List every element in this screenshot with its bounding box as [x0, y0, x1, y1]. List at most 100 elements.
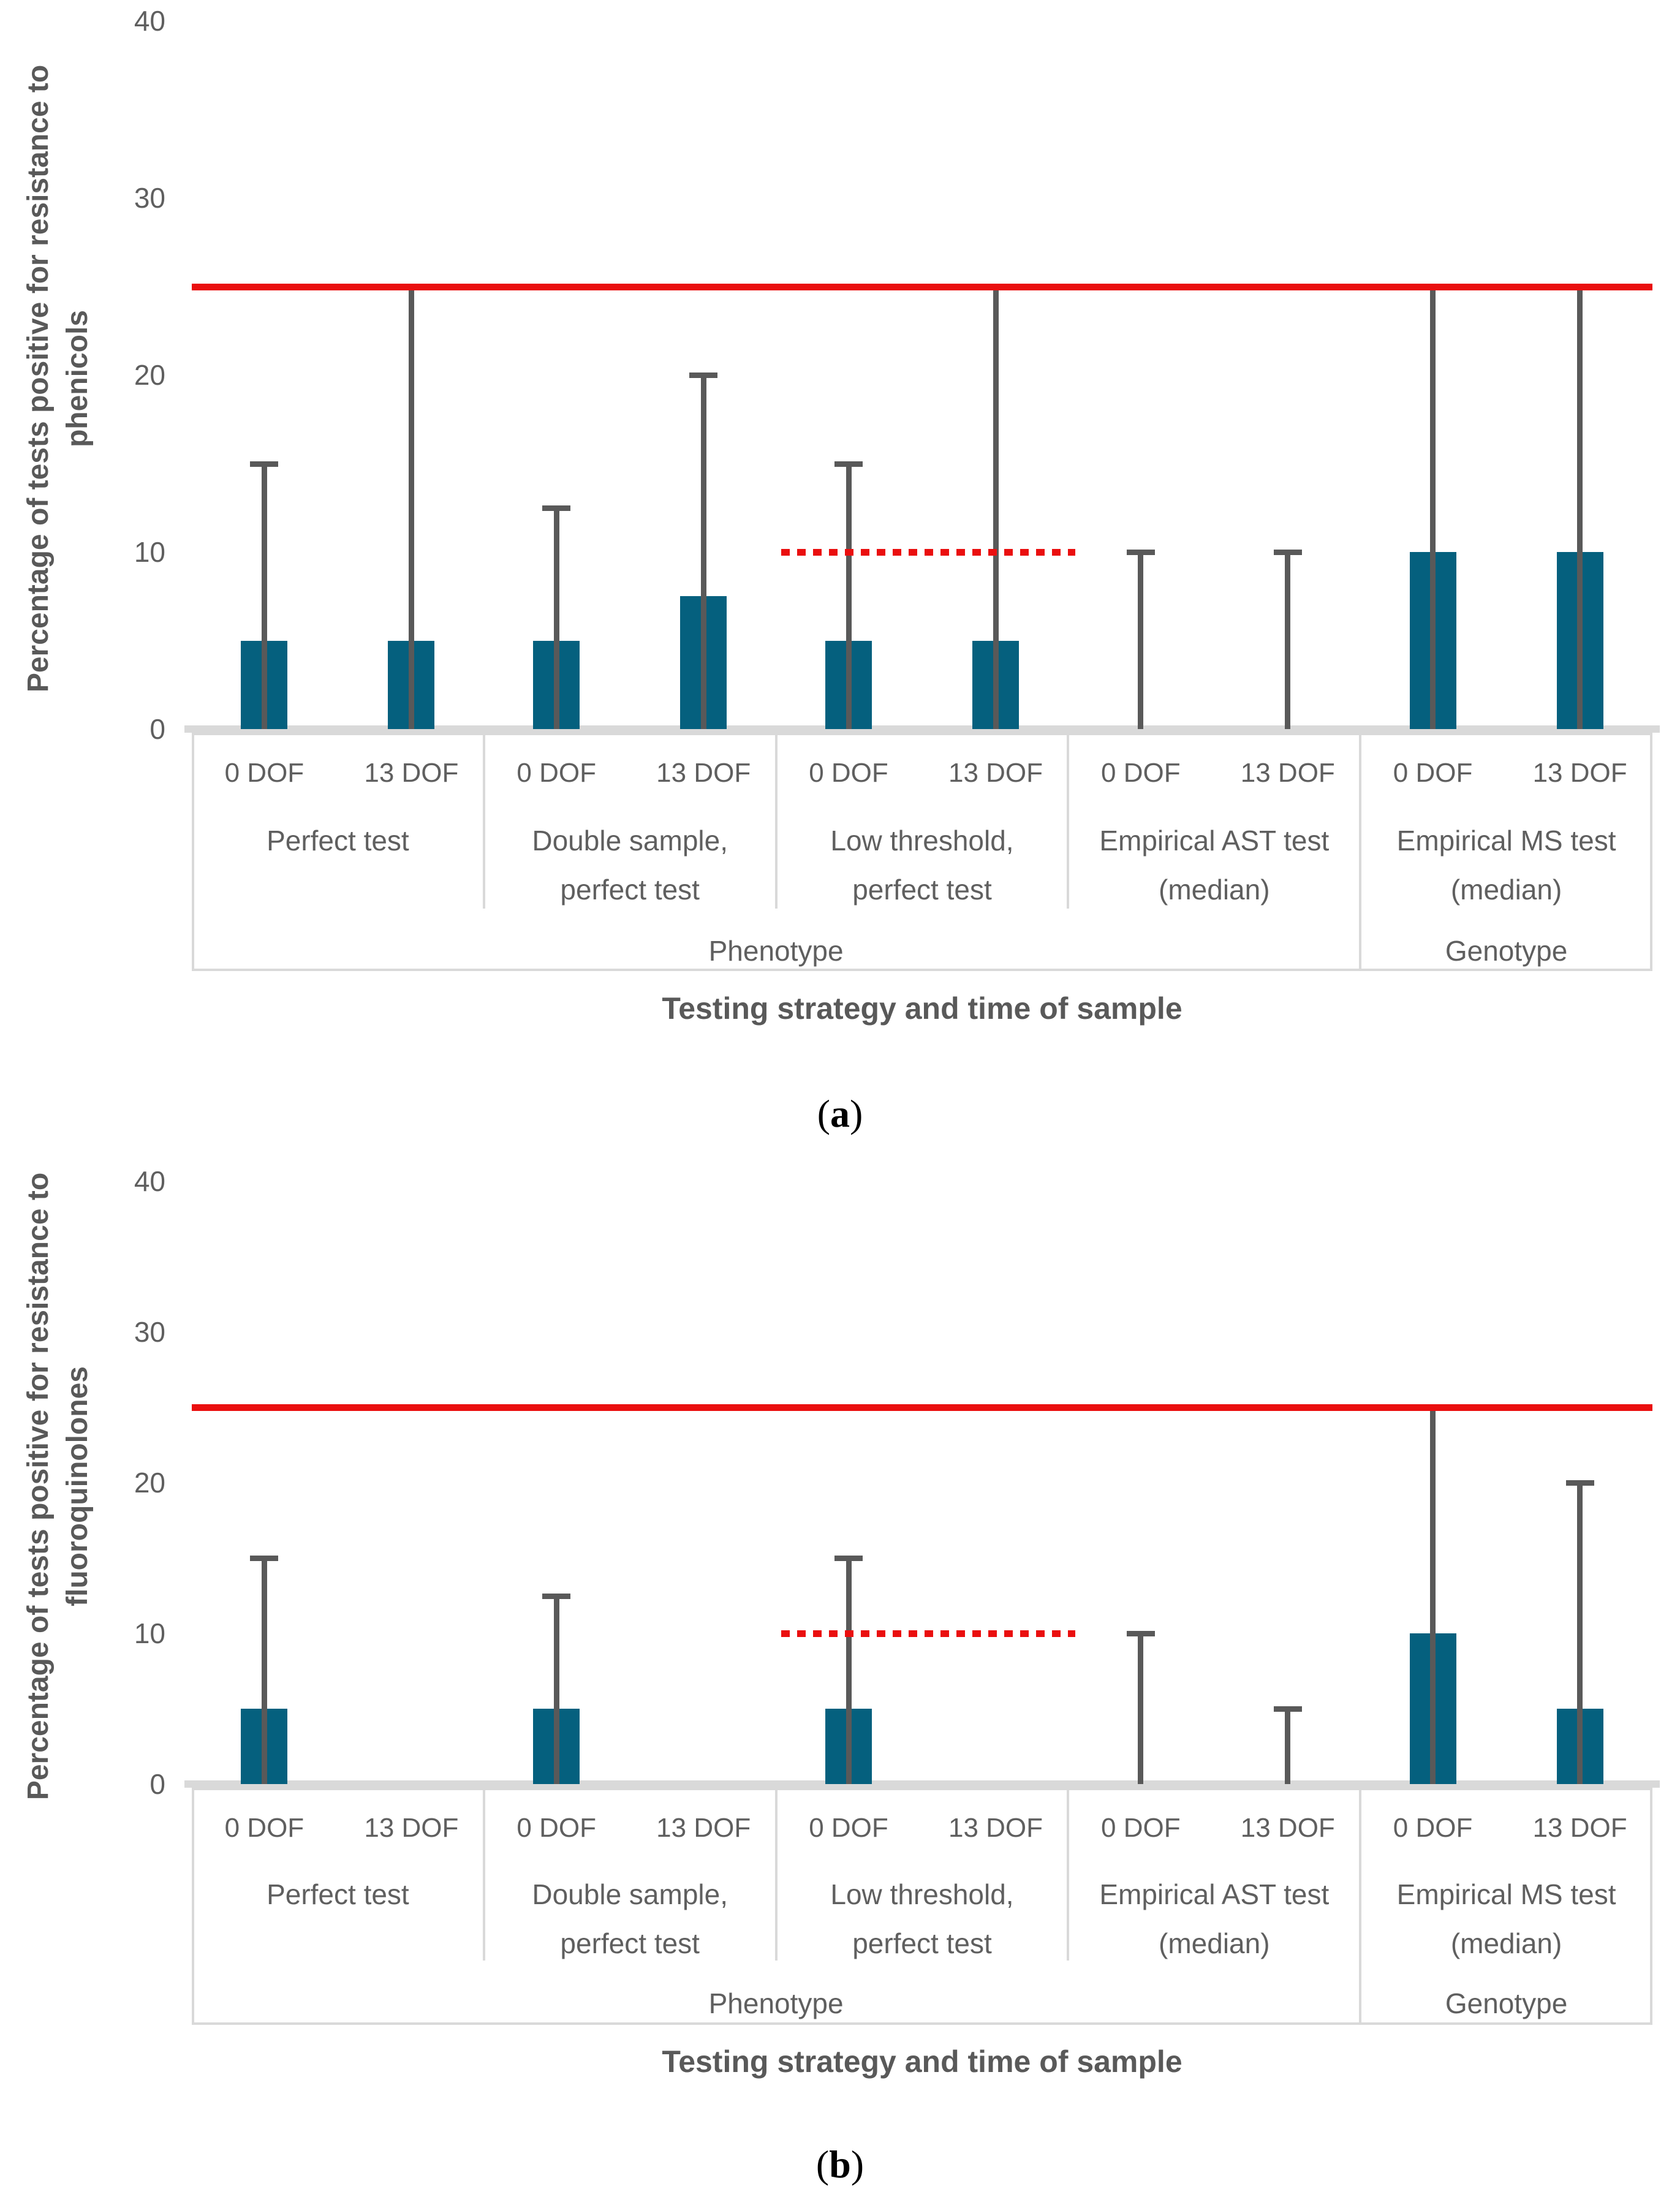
threshold-dotted-line [781, 549, 1076, 556]
error-bar-cap [1126, 550, 1155, 555]
reference-line [192, 1404, 1652, 1411]
category-group-label: Empirical MS test [1396, 1878, 1616, 1910]
category-section-label: Genotype [1445, 1987, 1568, 2019]
category-group-label: Empirical AST test [1099, 825, 1330, 856]
category-group-label: perfect test [560, 1927, 700, 1959]
panel-caption-a: (a) [0, 1091, 1680, 1137]
error-bar [846, 1558, 852, 1784]
category-group-label: Empirical MS test [1396, 825, 1616, 856]
y-tick-label: 40 [134, 1165, 165, 1197]
category-group-label: Perfect test [267, 825, 409, 856]
category-group-label: perfect test [560, 874, 700, 906]
category-axis-divider [1359, 1788, 1362, 2025]
error-bar-cap [250, 1556, 279, 1561]
category-axis-box [192, 733, 1652, 971]
category-axis-divider [1359, 733, 1362, 971]
error-bar [1577, 1483, 1583, 1784]
category-tick-label: 0 DOF [809, 1813, 888, 1843]
category-tick-label: 13 DOF [364, 1813, 459, 1843]
y-tick-label: 30 [134, 182, 165, 214]
caption-open: ( [817, 1092, 830, 1135]
y-tick-label: 20 [134, 1467, 165, 1499]
category-tick-label: 0 DOF [809, 758, 888, 788]
y-tick-label: 0 [149, 1768, 165, 1800]
category-tick-label: 13 DOF [1240, 1813, 1335, 1843]
y-tick-label: 40 [134, 5, 165, 37]
caption-letter: b [829, 2142, 851, 2186]
category-tick-label: 0 DOF [1101, 758, 1181, 788]
error-bar-cap [1273, 550, 1302, 555]
category-group-label: (median) [1159, 1927, 1270, 1959]
caption-close: ) [850, 1092, 863, 1135]
reference-line [192, 283, 1652, 290]
category-group-label: Double sample, [532, 825, 728, 856]
y-tick-label: 30 [134, 1316, 165, 1348]
caption-close: ) [850, 2142, 865, 2186]
category-tick-label: 0 DOF [224, 758, 305, 788]
error-bar [846, 463, 852, 729]
error-bar-cap [689, 372, 718, 378]
error-bar [1430, 286, 1436, 729]
category-axis-box [192, 1788, 1652, 2025]
y-tick-label: 10 [134, 536, 165, 568]
caption-open: ( [815, 2142, 830, 2186]
category-tick-label: 13 DOF [1532, 758, 1627, 788]
category-section-label: Phenotype [708, 935, 844, 967]
error-bar-cap [1126, 1631, 1155, 1636]
error-bar [553, 507, 559, 729]
category-tick-label: 0 DOF [224, 1813, 305, 1843]
y-tick-label: 10 [134, 1617, 165, 1649]
error-bar-cap [542, 505, 571, 511]
error-bar [1138, 552, 1144, 729]
category-axis-divider [482, 733, 485, 909]
panel-caption-b: (b) [0, 2141, 1680, 2188]
category-group-label: perfect test [852, 1927, 992, 1959]
caption-letter: a [830, 1092, 850, 1135]
category-group-label: Low threshold, [830, 825, 1014, 856]
error-bar [700, 375, 706, 729]
category-axis-divider [1067, 733, 1070, 909]
category-group-label: (median) [1159, 874, 1270, 906]
category-tick-label: 0 DOF [1393, 758, 1473, 788]
error-bar-cap [834, 461, 863, 467]
category-axis-divider [482, 1788, 485, 1961]
y-tick-label: 20 [134, 359, 165, 391]
category-axis-divider [774, 733, 778, 909]
error-bar-cap [834, 1556, 863, 1561]
category-tick-label: 0 DOF [516, 1813, 596, 1843]
error-bar [553, 1595, 559, 1784]
error-bar [261, 463, 267, 729]
category-tick-label: 0 DOF [1101, 1813, 1181, 1843]
category-tick-label: 0 DOF [1393, 1813, 1473, 1843]
category-group-label: Empirical AST test [1099, 1878, 1330, 1910]
category-group-label: Perfect test [267, 1878, 409, 1910]
error-bar [1577, 286, 1583, 729]
category-tick-label: 13 DOF [948, 1813, 1043, 1843]
category-section-label: Genotype [1445, 935, 1568, 967]
category-tick-label: 13 DOF [656, 758, 751, 788]
x-axis-title-b: Testing strategy and time of sample [662, 2044, 1182, 2079]
category-tick-label: 13 DOF [656, 1813, 751, 1843]
error-bar [261, 1558, 267, 1784]
category-axis-divider [1067, 1788, 1070, 1961]
error-bar [1285, 1709, 1291, 1784]
category-group-label: Double sample, [532, 1878, 728, 1910]
category-axis-divider [774, 1788, 778, 1961]
y-tick-label: 0 [149, 713, 165, 745]
error-bar [1285, 552, 1291, 729]
error-bar [993, 286, 999, 729]
category-tick-label: 13 DOF [364, 758, 459, 788]
threshold-dotted-line [781, 1630, 1076, 1637]
error-bar [408, 286, 414, 729]
category-tick-label: 13 DOF [1532, 1813, 1627, 1843]
error-bar-cap [542, 1593, 571, 1599]
error-bar-cap [250, 461, 279, 467]
category-group-label: perfect test [852, 874, 992, 906]
category-tick-label: 0 DOF [516, 758, 596, 788]
category-group-label: (median) [1450, 1927, 1562, 1959]
